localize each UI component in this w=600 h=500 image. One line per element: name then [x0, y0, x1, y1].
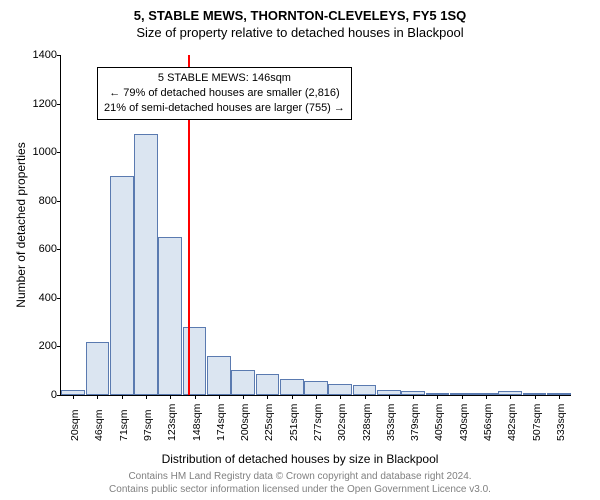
annotation-box: 5 STABLE MEWS: 146sqm← 79% of detached h… — [97, 67, 352, 120]
footer-attribution: Contains HM Land Registry data © Crown c… — [0, 471, 600, 496]
x-tick-label: 533sqm — [555, 404, 567, 441]
x-tick-label: 97sqm — [142, 409, 154, 441]
y-tick-mark — [57, 201, 61, 202]
x-tick-mark — [462, 395, 463, 399]
x-tick-mark — [340, 395, 341, 399]
x-tick-mark — [316, 395, 317, 399]
x-tick-mark — [413, 395, 414, 399]
x-tick-label: 328sqm — [361, 404, 373, 441]
y-tick-label: 200 — [39, 340, 57, 352]
x-tick-mark — [146, 395, 147, 399]
y-tick-label: 1000 — [33, 146, 57, 158]
histogram-bar — [328, 384, 352, 395]
x-tick-label: 251sqm — [288, 404, 300, 441]
x-tick-label: 482sqm — [506, 404, 518, 441]
x-tick-label: 123sqm — [166, 404, 178, 441]
x-tick-label: 430sqm — [458, 404, 470, 441]
y-tick-mark — [57, 249, 61, 250]
x-tick-mark — [219, 395, 220, 399]
x-tick-label: 174sqm — [215, 404, 227, 441]
histogram-bar — [353, 385, 377, 395]
y-tick-mark — [57, 152, 61, 153]
x-tick-mark — [292, 395, 293, 399]
x-tick-mark — [267, 395, 268, 399]
x-tick-label: 20sqm — [69, 409, 81, 441]
histogram-bar — [134, 134, 158, 395]
histogram-bar — [110, 176, 134, 395]
x-tick-label: 71sqm — [118, 409, 130, 441]
y-tick-mark — [57, 395, 61, 396]
histogram-bar — [207, 356, 231, 395]
x-tick-label: 302sqm — [336, 404, 348, 441]
x-tick-label: 353sqm — [385, 404, 397, 441]
x-tick-label: 379sqm — [409, 404, 421, 441]
x-tick-label: 200sqm — [239, 404, 251, 441]
x-tick-label: 277sqm — [312, 404, 324, 441]
annotation-line-2: ← 79% of detached houses are smaller (2,… — [104, 86, 345, 101]
x-axis-label: Distribution of detached houses by size … — [0, 452, 600, 466]
x-tick-mark — [559, 395, 560, 399]
y-tick-mark — [57, 346, 61, 347]
x-tick-label: 405sqm — [433, 404, 445, 441]
x-tick-mark — [122, 395, 123, 399]
x-tick-mark — [365, 395, 366, 399]
histogram-bar — [256, 374, 280, 395]
y-tick-mark — [57, 298, 61, 299]
histogram-bar — [86, 342, 110, 395]
y-tick-label: 1200 — [33, 98, 57, 110]
histogram-bar — [231, 370, 255, 396]
x-tick-mark — [389, 395, 390, 399]
x-tick-mark — [73, 395, 74, 399]
plot-region: 020040060080010001200140020sqm46sqm71sqm… — [60, 55, 571, 396]
x-tick-label: 456sqm — [482, 404, 494, 441]
y-tick-label: 800 — [39, 195, 57, 207]
x-tick-label: 507sqm — [531, 404, 543, 441]
x-tick-mark — [195, 395, 196, 399]
x-tick-mark — [510, 395, 511, 399]
x-tick-mark — [535, 395, 536, 399]
footer-line-1: Contains HM Land Registry data © Crown c… — [0, 471, 600, 484]
y-tick-mark — [57, 104, 61, 105]
annotation-line-1: 5 STABLE MEWS: 146sqm — [104, 71, 345, 86]
x-tick-label: 225sqm — [263, 404, 275, 441]
histogram-bar — [158, 237, 182, 395]
y-tick-label: 1400 — [33, 49, 57, 61]
y-tick-label: 600 — [39, 243, 57, 255]
y-tick-mark — [57, 55, 61, 56]
chart-area: 020040060080010001200140020sqm46sqm71sqm… — [60, 55, 570, 425]
x-tick-mark — [437, 395, 438, 399]
page-title: 5, STABLE MEWS, THORNTON-CLEVELEYS, FY5 … — [0, 0, 600, 23]
histogram-bar — [183, 327, 207, 395]
x-tick-mark — [97, 395, 98, 399]
y-axis-label: Number of detached properties — [14, 142, 28, 307]
annotation-line-3: 21% of semi-detached houses are larger (… — [104, 101, 345, 116]
x-tick-label: 46sqm — [93, 409, 105, 441]
x-tick-mark — [486, 395, 487, 399]
y-tick-label: 400 — [39, 292, 57, 304]
histogram-bar — [304, 381, 328, 395]
page-subtitle: Size of property relative to detached ho… — [0, 23, 600, 40]
x-tick-mark — [243, 395, 244, 399]
x-tick-label: 148sqm — [191, 404, 203, 441]
histogram-bar — [280, 379, 304, 396]
footer-line-2: Contains public sector information licen… — [0, 484, 600, 497]
x-tick-mark — [170, 395, 171, 399]
